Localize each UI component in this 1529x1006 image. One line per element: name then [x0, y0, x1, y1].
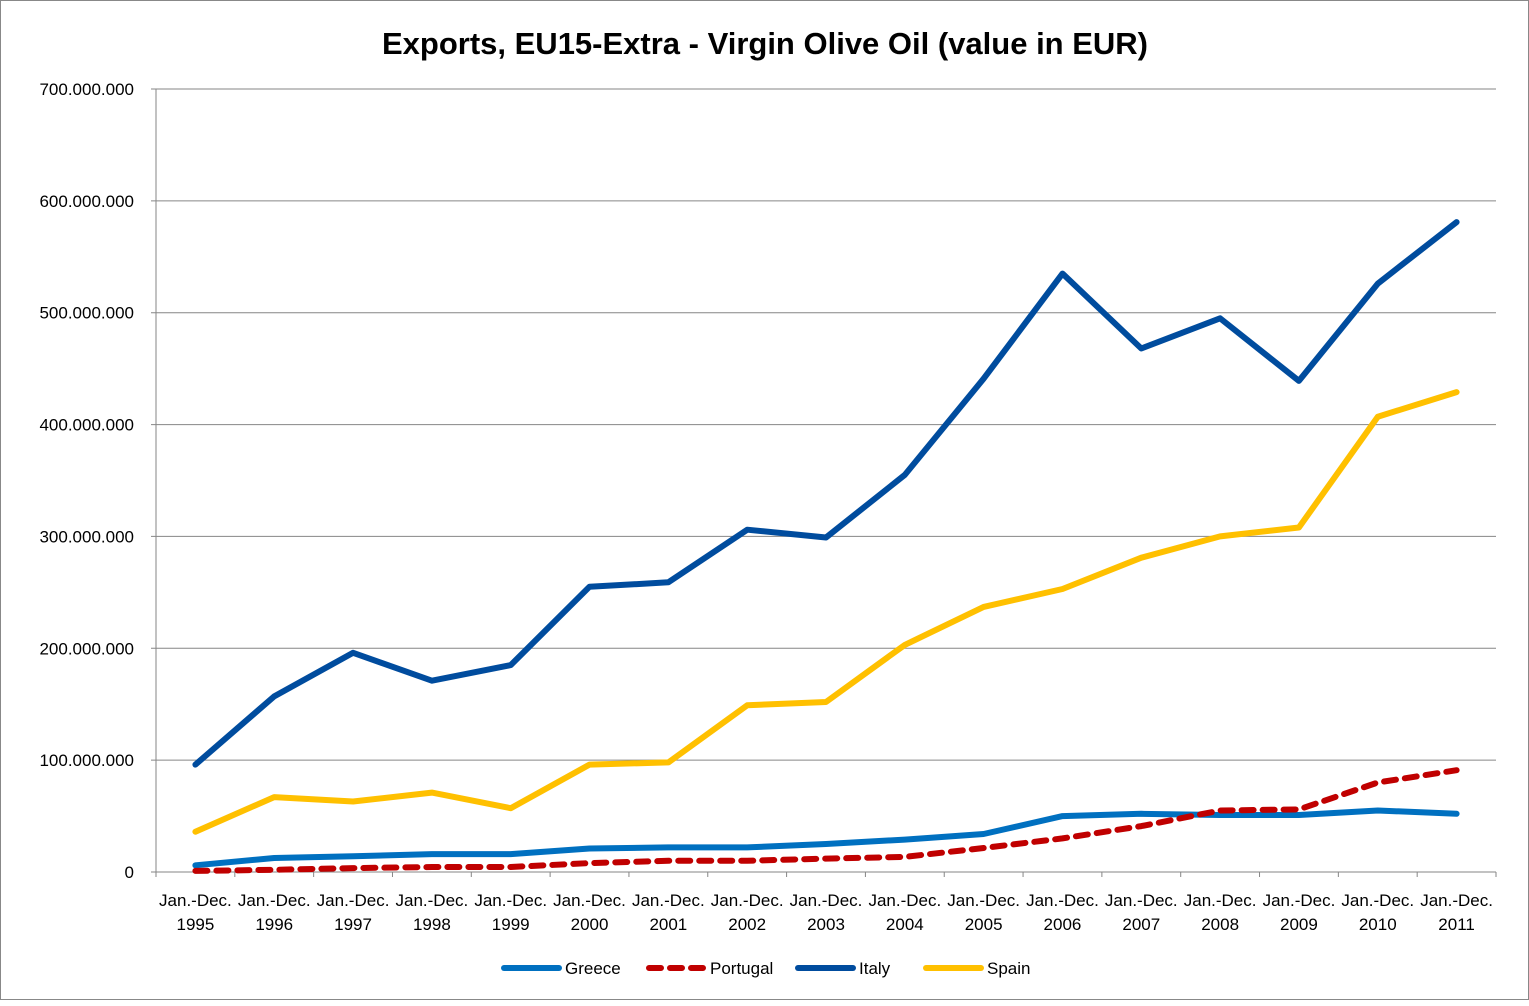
x-tick-label: Jan.-Dec. 2002 — [711, 891, 784, 934]
legend-label: Italy — [859, 959, 891, 978]
x-tick-label-line: Jan.-Dec. — [1026, 891, 1099, 910]
legend-label: Portugal — [710, 959, 773, 978]
x-tick-label-line: Jan.-Dec. — [1263, 891, 1336, 910]
y-tick-label: 600.000.000 — [39, 192, 134, 211]
x-tick-label: Jan.-Dec. 2001 — [632, 891, 705, 934]
x-tick-label-year: 2007 — [1122, 915, 1160, 934]
x-tick-label: Jan.-Dec. 2011 — [1420, 891, 1493, 934]
x-tick-label-year: 1999 — [492, 915, 530, 934]
x-tick-label-year: 2009 — [1280, 915, 1318, 934]
x-tick-label-line: Jan.-Dec. — [396, 891, 469, 910]
x-tick-label: Jan.-Dec. 2003 — [790, 891, 863, 934]
y-tick-label: 200.000.000 — [39, 639, 134, 658]
legend-label: Greece — [565, 959, 621, 978]
x-tick-label: Jan.-Dec. 2000 — [553, 891, 626, 934]
y-tick-label: 500.000.000 — [39, 304, 134, 323]
x-tick-label-year: 2003 — [807, 915, 845, 934]
legend-label: Spain — [987, 959, 1030, 978]
legend: Greece Portugal Italy Spain — [504, 959, 1030, 978]
y-axis-ticks: 0 100.000.000 200.000.000 300.000.000 400.00… — [39, 80, 134, 882]
x-tick-label: Jan.-Dec. 2007 — [1105, 891, 1178, 934]
y-tick-label: 0 — [125, 863, 134, 882]
x-tick-label-year: 2011 — [1438, 915, 1475, 934]
x-tick-label-line: Jan.-Dec. — [947, 891, 1020, 910]
x-tick-label-year: 1997 — [334, 915, 372, 934]
x-tick-label-year: 2010 — [1359, 915, 1397, 934]
x-tick-label-year: 1996 — [255, 915, 293, 934]
x-tick-label-line: Jan.-Dec. — [317, 891, 390, 910]
x-tick-label-year: 2000 — [571, 915, 609, 934]
x-tick-label-year: 2008 — [1201, 915, 1239, 934]
series-line-spain — [195, 392, 1456, 832]
legend-item-portugal: Portugal — [649, 959, 773, 978]
y-tick-label: 400.000.000 — [39, 416, 134, 435]
y-tick-label: 300.000.000 — [39, 527, 134, 546]
x-tick-label: Jan.-Dec. 1996 — [238, 891, 311, 934]
x-tick-label-line: Jan.-Dec. — [159, 891, 232, 910]
legend-item-italy: Italy — [798, 959, 891, 978]
x-tick-label-year: 1998 — [413, 915, 451, 934]
x-tick-label: Jan.-Dec. 2009 — [1263, 891, 1336, 934]
x-tick-label-line: Jan.-Dec. — [1420, 891, 1493, 910]
x-tick-label: Jan.-Dec. 1995 — [159, 891, 232, 934]
x-axis-ticks: Jan.-Dec.1995Jan.-Dec.1996Jan.-Dec.1997J… — [159, 891, 1493, 934]
x-tick-label-year: 1995 — [176, 915, 214, 934]
x-tick-label: Jan.-Dec. 2004 — [868, 891, 941, 934]
x-tick-label-line: Jan.-Dec. — [1105, 891, 1178, 910]
y-tick-label: 700.000.000 — [39, 80, 134, 99]
x-tick-label-line: Jan.-Dec. — [790, 891, 863, 910]
x-tick-label-line: Jan.-Dec. — [1341, 891, 1414, 910]
x-tick-label: Jan.-Dec. 1999 — [474, 891, 547, 934]
x-tick-label-year: 2002 — [728, 915, 766, 934]
x-tick-label: Jan.-Dec. 2005 — [947, 891, 1020, 934]
legend-item-greece: Greece — [504, 959, 621, 978]
x-tick-label-year: 2004 — [886, 915, 924, 934]
x-tick-label: Jan.-Dec. 2010 — [1341, 891, 1414, 934]
series-line-italy — [195, 222, 1456, 765]
x-tick-label-line: Jan.-Dec. — [238, 891, 311, 910]
x-tick-label-line: Jan.-Dec. — [868, 891, 941, 910]
chart-title: Exports, EU15-Extra - Virgin Olive Oil (… — [382, 26, 1148, 61]
x-tick-label-year: 2005 — [965, 915, 1003, 934]
x-tick-label: Jan.-Dec. 1998 — [396, 891, 469, 934]
series-lines — [195, 222, 1456, 871]
x-tick-label: Jan.-Dec. 2006 — [1026, 891, 1099, 934]
gridlines — [151, 89, 1496, 877]
legend-item-spain: Spain — [926, 959, 1030, 978]
x-tick-label-line: Jan.-Dec. — [1184, 891, 1257, 910]
x-tick-label: Jan.-Dec. 2008 — [1184, 891, 1257, 934]
x-tick-label-year: 2001 — [649, 915, 687, 934]
x-tick-label-line: Jan.-Dec. — [632, 891, 705, 910]
y-tick-label: 100.000.000 — [39, 751, 134, 770]
x-tick-label-line: Jan.-Dec. — [553, 891, 626, 910]
x-tick-label-line: Jan.-Dec. — [474, 891, 547, 910]
x-tick-label-year: 2006 — [1044, 915, 1082, 934]
x-tick-label-line: Jan.-Dec. — [711, 891, 784, 910]
x-tick-label: Jan.-Dec. 1997 — [317, 891, 390, 934]
